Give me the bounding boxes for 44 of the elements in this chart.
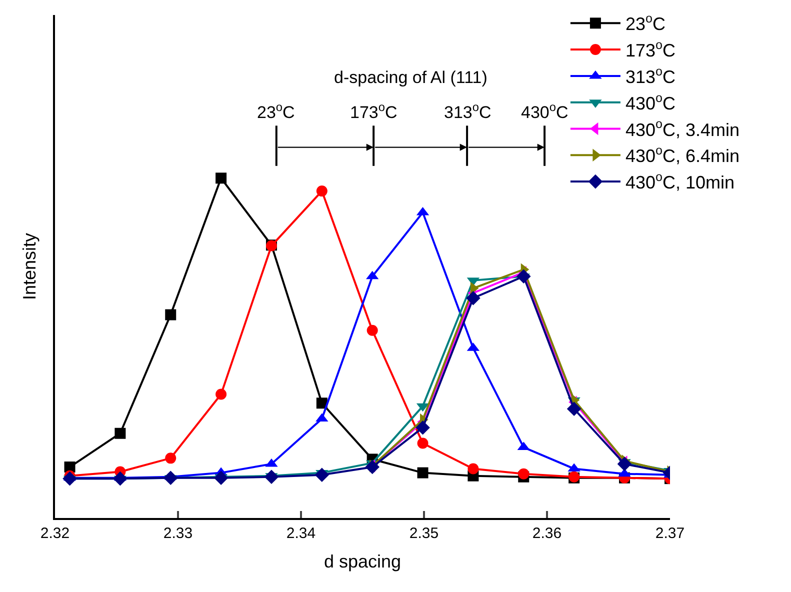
point (466, 290, 480, 306)
point (316, 398, 328, 409)
point (518, 468, 530, 480)
legend-label: 430$^{o}$C, 3.4min (625, 117, 740, 140)
x-tick-label: 2.37 (655, 525, 685, 542)
point (62, 471, 77, 486)
point (417, 438, 428, 449)
point (216, 172, 227, 184)
point (365, 460, 380, 474)
legend-label: 430$^{o}$C (625, 90, 676, 114)
point (566, 402, 582, 416)
ref-line-label: 23$^{o}$C (257, 100, 295, 122)
y-axis-title: Intensity (20, 232, 40, 300)
point (216, 388, 227, 400)
point (113, 471, 128, 486)
point (468, 463, 479, 474)
x-tick-label: 2.34 (286, 525, 316, 542)
point (366, 324, 378, 336)
x-tick-label: 2.32 (40, 525, 70, 542)
ref-line-label: 173$^{o}$C (350, 100, 398, 122)
x-tick-label: 2.36 (532, 525, 562, 542)
legend-label: 430$^{o}$C, 10min (625, 170, 735, 193)
point (516, 269, 531, 284)
point (316, 186, 328, 197)
point (416, 420, 430, 435)
x-axis-title: d spacing (324, 552, 402, 572)
point (314, 468, 330, 482)
legend-label: 313$^{o}$C (625, 64, 676, 87)
x-tick-label: 2.35 (409, 525, 439, 542)
legend-label: 173$^{o}$C (625, 38, 676, 61)
point (165, 452, 176, 464)
point (165, 309, 176, 320)
point (163, 470, 178, 486)
text: d-spacing of Al (111) (334, 68, 488, 87)
ref-line-label: 430$^{o}$C (521, 100, 568, 122)
ref-line-label: 313$^{o}$C (444, 100, 492, 122)
legend-label: 23$^{o}$C (625, 12, 666, 34)
point (114, 428, 126, 439)
legend-label: 430$^{o}$C, 6.4min (625, 144, 740, 166)
point (417, 467, 428, 478)
point (617, 456, 632, 472)
point (214, 470, 228, 486)
x-tick-label: 2.33 (163, 525, 193, 542)
point (264, 470, 279, 484)
